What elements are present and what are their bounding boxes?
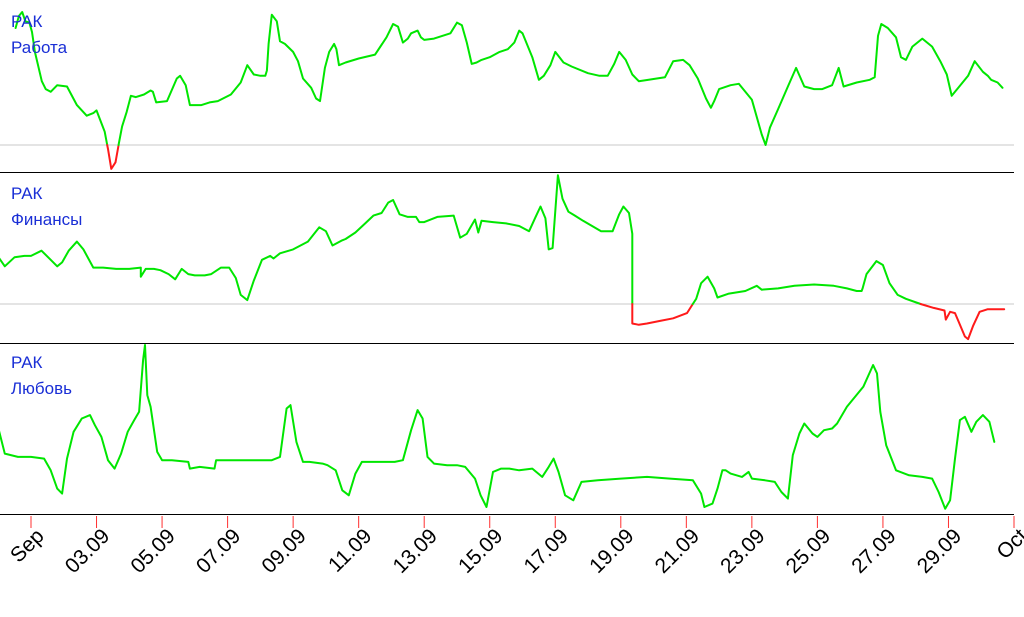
panel-label-love: РАК Любовь xyxy=(11,350,72,402)
x-tick-label: 21.09 xyxy=(651,524,704,577)
x-tick-label: 29.09 xyxy=(913,524,966,577)
series-line-negative xyxy=(631,303,694,326)
panel-label-line2: Любовь xyxy=(11,379,72,398)
x-tick-label: Sep xyxy=(6,524,49,567)
x-tick-label: Oct xyxy=(992,524,1024,563)
x-tick-label: 15.09 xyxy=(454,524,507,577)
panel-label-line2: Работа xyxy=(11,38,68,57)
panel-label-line1: РАК xyxy=(11,353,43,372)
x-tick-label: 25.09 xyxy=(782,524,835,577)
x-tick-label: 13.09 xyxy=(388,524,441,577)
x-tick-label: 17.09 xyxy=(520,524,573,577)
x-tick-label: 23.09 xyxy=(716,524,769,577)
x-tick-label: 19.09 xyxy=(585,524,638,577)
panel-label-line2: Финансы xyxy=(11,210,83,229)
panel-1 xyxy=(0,174,1014,344)
x-tick-label: 09.09 xyxy=(257,524,310,577)
panel-0 xyxy=(0,11,1014,173)
series-line xyxy=(691,260,922,305)
panel-label-finance: РАК Финансы xyxy=(11,181,82,233)
panel-label-line1: РАК xyxy=(11,12,43,31)
series-line xyxy=(117,13,1004,146)
series-line xyxy=(0,174,634,305)
x-tick-label: 27.09 xyxy=(847,524,900,577)
panel-label-work: РАК Работа xyxy=(11,9,67,61)
x-tick-label: 03.09 xyxy=(61,524,114,577)
x-tick-label: 05.09 xyxy=(126,524,179,577)
panel-label-line1: РАК xyxy=(11,184,43,203)
series-line-negative xyxy=(919,303,1006,341)
series-line-negative xyxy=(106,144,120,170)
panel-2 xyxy=(0,344,1014,515)
x-tick-label: 07.09 xyxy=(192,524,245,577)
series-line xyxy=(14,11,109,146)
x-tick-label: 11.09 xyxy=(324,524,376,576)
series-line xyxy=(0,344,996,510)
x-axis: Sep 03.09 05.09 07.09 09.09 11.09 13.09 15.09 17… xyxy=(6,516,1024,578)
